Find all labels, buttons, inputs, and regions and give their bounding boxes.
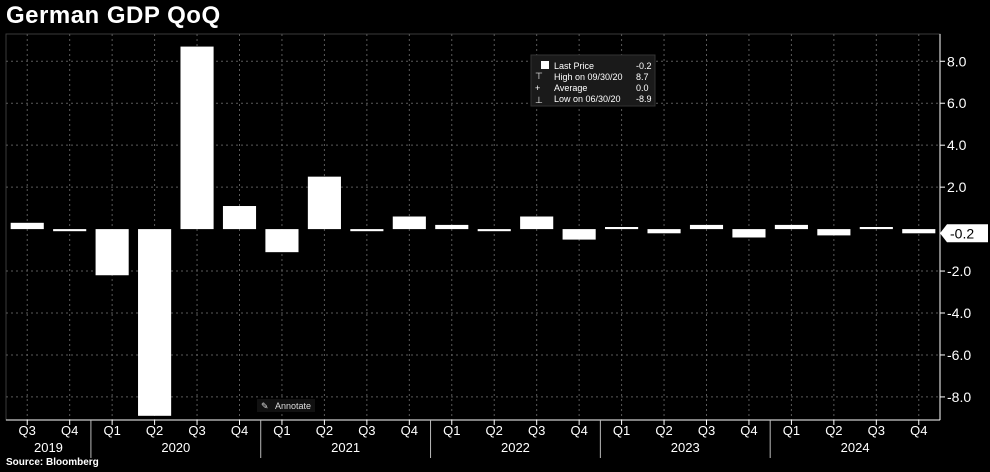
bar bbox=[10, 222, 44, 230]
x-year-label: 2024 bbox=[841, 440, 870, 455]
legend-value-last: -0.2 bbox=[636, 61, 652, 71]
legend-swatch-icon bbox=[541, 61, 549, 69]
bar bbox=[520, 216, 554, 230]
source-note: Source: Bloomberg bbox=[6, 457, 99, 468]
bar bbox=[689, 224, 724, 230]
legend-label-average: Average bbox=[554, 83, 587, 93]
annotate-button-background[interactable] bbox=[257, 399, 315, 412]
y-tick-label: -2.0 bbox=[947, 263, 971, 279]
x-year-label: 2020 bbox=[161, 440, 190, 455]
x-quarter-label: Q2 bbox=[316, 423, 333, 438]
x-quarter-label: Q4 bbox=[740, 423, 757, 438]
x-quarter-label: Q4 bbox=[231, 423, 248, 438]
x-quarter-label: Q4 bbox=[910, 423, 927, 438]
legend-value-average: 0.0 bbox=[636, 83, 649, 93]
legend-value-low: -8.9 bbox=[636, 94, 652, 104]
x-quarter-label: Q3 bbox=[188, 423, 205, 438]
x-quarter-label: Q1 bbox=[783, 423, 800, 438]
bar bbox=[647, 229, 681, 234]
low-marker-icon: ⊥ bbox=[535, 95, 543, 105]
bar bbox=[350, 229, 384, 232]
bar bbox=[222, 206, 257, 230]
x-quarter-label: Q2 bbox=[655, 423, 672, 438]
high-marker-icon: ⊤ bbox=[535, 71, 543, 81]
legend-background bbox=[530, 54, 656, 107]
x-quarter-label: Q1 bbox=[273, 423, 290, 438]
x-year-label: 2021 bbox=[331, 440, 360, 455]
y-tick-label: 6.0 bbox=[947, 95, 967, 111]
x-quarter-label: Q3 bbox=[528, 423, 545, 438]
bar bbox=[53, 229, 87, 232]
bars bbox=[10, 46, 936, 416]
y-tick-label: 2.0 bbox=[947, 179, 967, 195]
average-marker-icon: + bbox=[535, 83, 540, 93]
bar bbox=[392, 216, 426, 230]
bar bbox=[732, 229, 766, 238]
legend-box: ⊤ + ⊥ Last Price High on 09/30/20 Averag… bbox=[530, 54, 656, 107]
x-year-label: 2022 bbox=[501, 440, 530, 455]
bar bbox=[95, 229, 129, 276]
bar bbox=[435, 224, 469, 230]
x-quarter-label: Q1 bbox=[613, 423, 630, 438]
bar bbox=[265, 229, 299, 253]
x-quarter-label: Q2 bbox=[486, 423, 503, 438]
y-tick-label: 4.0 bbox=[947, 137, 967, 153]
bar bbox=[307, 176, 341, 230]
axes: 8.0 6.0 4.0 2.0 -2.0 -4.0 -6.0 -8.0 Q3 Q4 Q1 Q2 Q3 Q4… bbox=[6, 34, 988, 458]
x-quarter-label: Q2 bbox=[146, 423, 163, 438]
legend-label-high: High on 09/30/20 bbox=[554, 72, 623, 82]
annotate-button[interactable]: ✎ Annotate bbox=[257, 399, 315, 412]
x-quarter-label: Q3 bbox=[868, 423, 885, 438]
bar bbox=[859, 227, 893, 230]
y-tick-label: -8.0 bbox=[947, 389, 971, 405]
x-quarter-label: Q3 bbox=[19, 423, 36, 438]
annotate-label: Annotate bbox=[275, 401, 311, 411]
bar bbox=[477, 229, 511, 232]
bar bbox=[605, 227, 639, 230]
bar bbox=[562, 229, 596, 240]
x-quarter-label: Q3 bbox=[358, 423, 375, 438]
bar bbox=[817, 229, 851, 236]
x-year-label: 2019 bbox=[34, 440, 63, 455]
bar bbox=[180, 46, 214, 230]
last-value-callout bbox=[940, 224, 988, 243]
x-quarter-label: Q4 bbox=[61, 423, 78, 438]
pencil-icon: ✎ bbox=[261, 401, 269, 411]
bar bbox=[138, 229, 172, 416]
y-tick-label: 8.0 bbox=[947, 53, 967, 69]
grid bbox=[5, 33, 941, 421]
legend-value-high: 8.7 bbox=[636, 72, 649, 82]
x-year-label: 2023 bbox=[671, 440, 700, 455]
x-quarter-label: Q4 bbox=[401, 423, 418, 438]
chart-title: German GDP QoQ bbox=[6, 2, 221, 29]
bar bbox=[774, 224, 808, 230]
y-tick-label: -4.0 bbox=[947, 305, 971, 321]
last-value-label: -0.2 bbox=[950, 225, 974, 241]
x-quarter-label: Q3 bbox=[698, 423, 715, 438]
bar bbox=[902, 229, 936, 234]
x-quarter-label: Q1 bbox=[443, 423, 460, 438]
legend-label-low: Low on 06/30/20 bbox=[554, 94, 621, 104]
y-tick-label: -6.0 bbox=[947, 347, 971, 363]
x-quarter-label: Q2 bbox=[825, 423, 842, 438]
x-quarter-label: Q4 bbox=[570, 423, 587, 438]
x-quarter-label: Q1 bbox=[103, 423, 120, 438]
legend-label-last: Last Price bbox=[554, 61, 594, 71]
